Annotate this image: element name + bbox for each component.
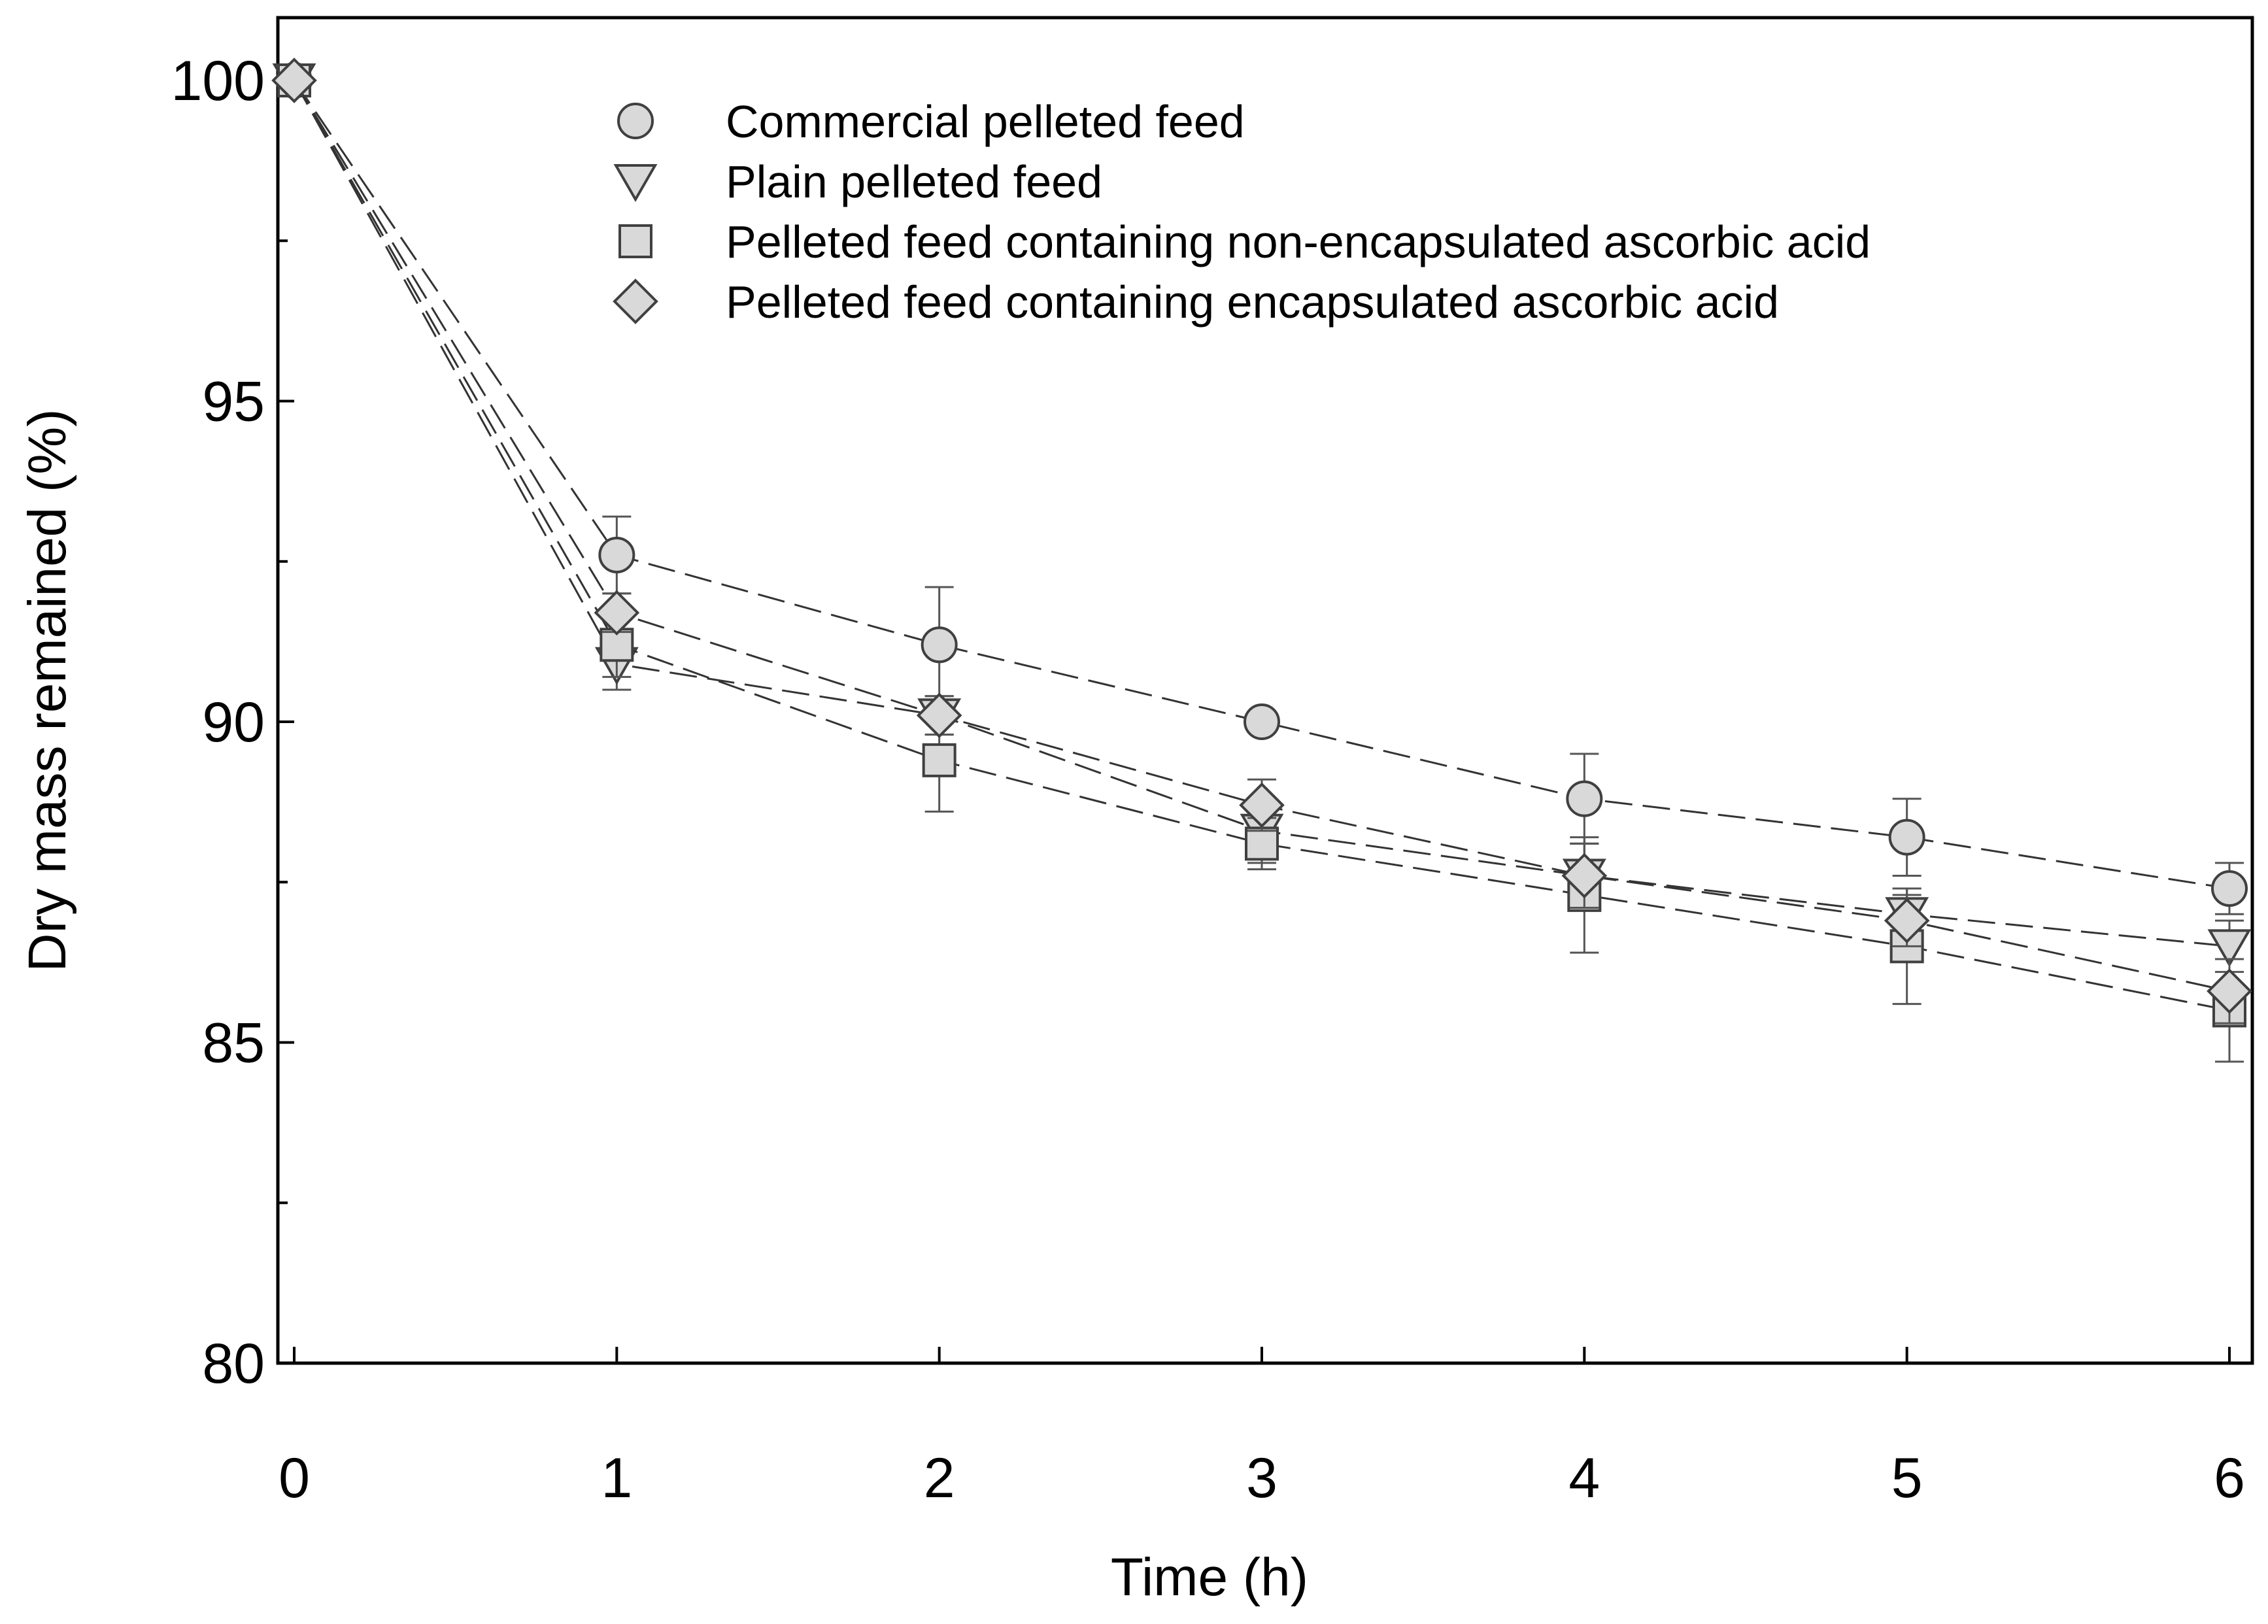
x-tick-label: 3	[1246, 1447, 1278, 1510]
y-tick-label: 80	[202, 1332, 265, 1395]
legend-marker	[617, 103, 654, 139]
series-4	[271, 58, 2252, 1024]
x-axis: 0 1 2 3 4 5 6	[279, 1347, 2245, 1510]
data-point	[600, 628, 634, 662]
x-tick-label: 1	[601, 1447, 632, 1510]
legend-marker	[618, 224, 652, 258]
y-tick-label: 90	[202, 691, 265, 754]
data-point	[2207, 968, 2252, 1014]
x-axis-title: Time (h)	[1111, 1548, 1308, 1607]
x-tick-label: 0	[279, 1447, 310, 1510]
legend-label: Pelleted feed containing encapsulated as…	[726, 277, 1779, 328]
series-line	[293, 80, 2230, 890]
legend: Commercial pelleted feed Plain pelleted f…	[613, 96, 1870, 328]
series-3	[277, 63, 2246, 1063]
data-point	[1884, 898, 1930, 943]
legend-label: Pelleted feed containing non-encapsulate…	[726, 216, 1870, 267]
data-point	[1561, 853, 1608, 899]
y-tick-label: 85	[202, 1012, 265, 1075]
x-tick-label: 5	[1891, 1447, 1923, 1510]
data-point	[2207, 929, 2252, 968]
data-point	[1888, 819, 1925, 856]
x-tick-label: 6	[2214, 1447, 2245, 1510]
data-point	[1245, 826, 1279, 861]
data-point	[598, 536, 635, 573]
y-axis: 80 85 90 95 100	[171, 50, 294, 1395]
plot-frame	[276, 16, 2254, 1365]
y-tick-label: 100	[171, 50, 265, 112]
data-point	[594, 590, 640, 636]
legend-label: Commercial pelleted feed	[726, 96, 1245, 147]
legend-marker	[613, 164, 658, 203]
data-point	[1244, 703, 1280, 740]
legend-label: Plain pelleted feed	[726, 156, 1102, 207]
y-axis-title: Dry mass remained (%)	[18, 409, 77, 972]
legend-marker	[613, 279, 658, 324]
data-point	[271, 58, 317, 103]
data-point	[1566, 780, 1603, 817]
data-point	[922, 743, 956, 777]
data-point	[921, 626, 958, 664]
y-tick-label: 95	[202, 371, 265, 433]
x-tick-label: 2	[924, 1447, 955, 1510]
data-point	[916, 692, 962, 739]
series-layer	[271, 58, 2252, 1063]
x-tick-label: 4	[1568, 1447, 1600, 1510]
data-point	[1239, 782, 1285, 828]
data-point	[2211, 870, 2248, 907]
